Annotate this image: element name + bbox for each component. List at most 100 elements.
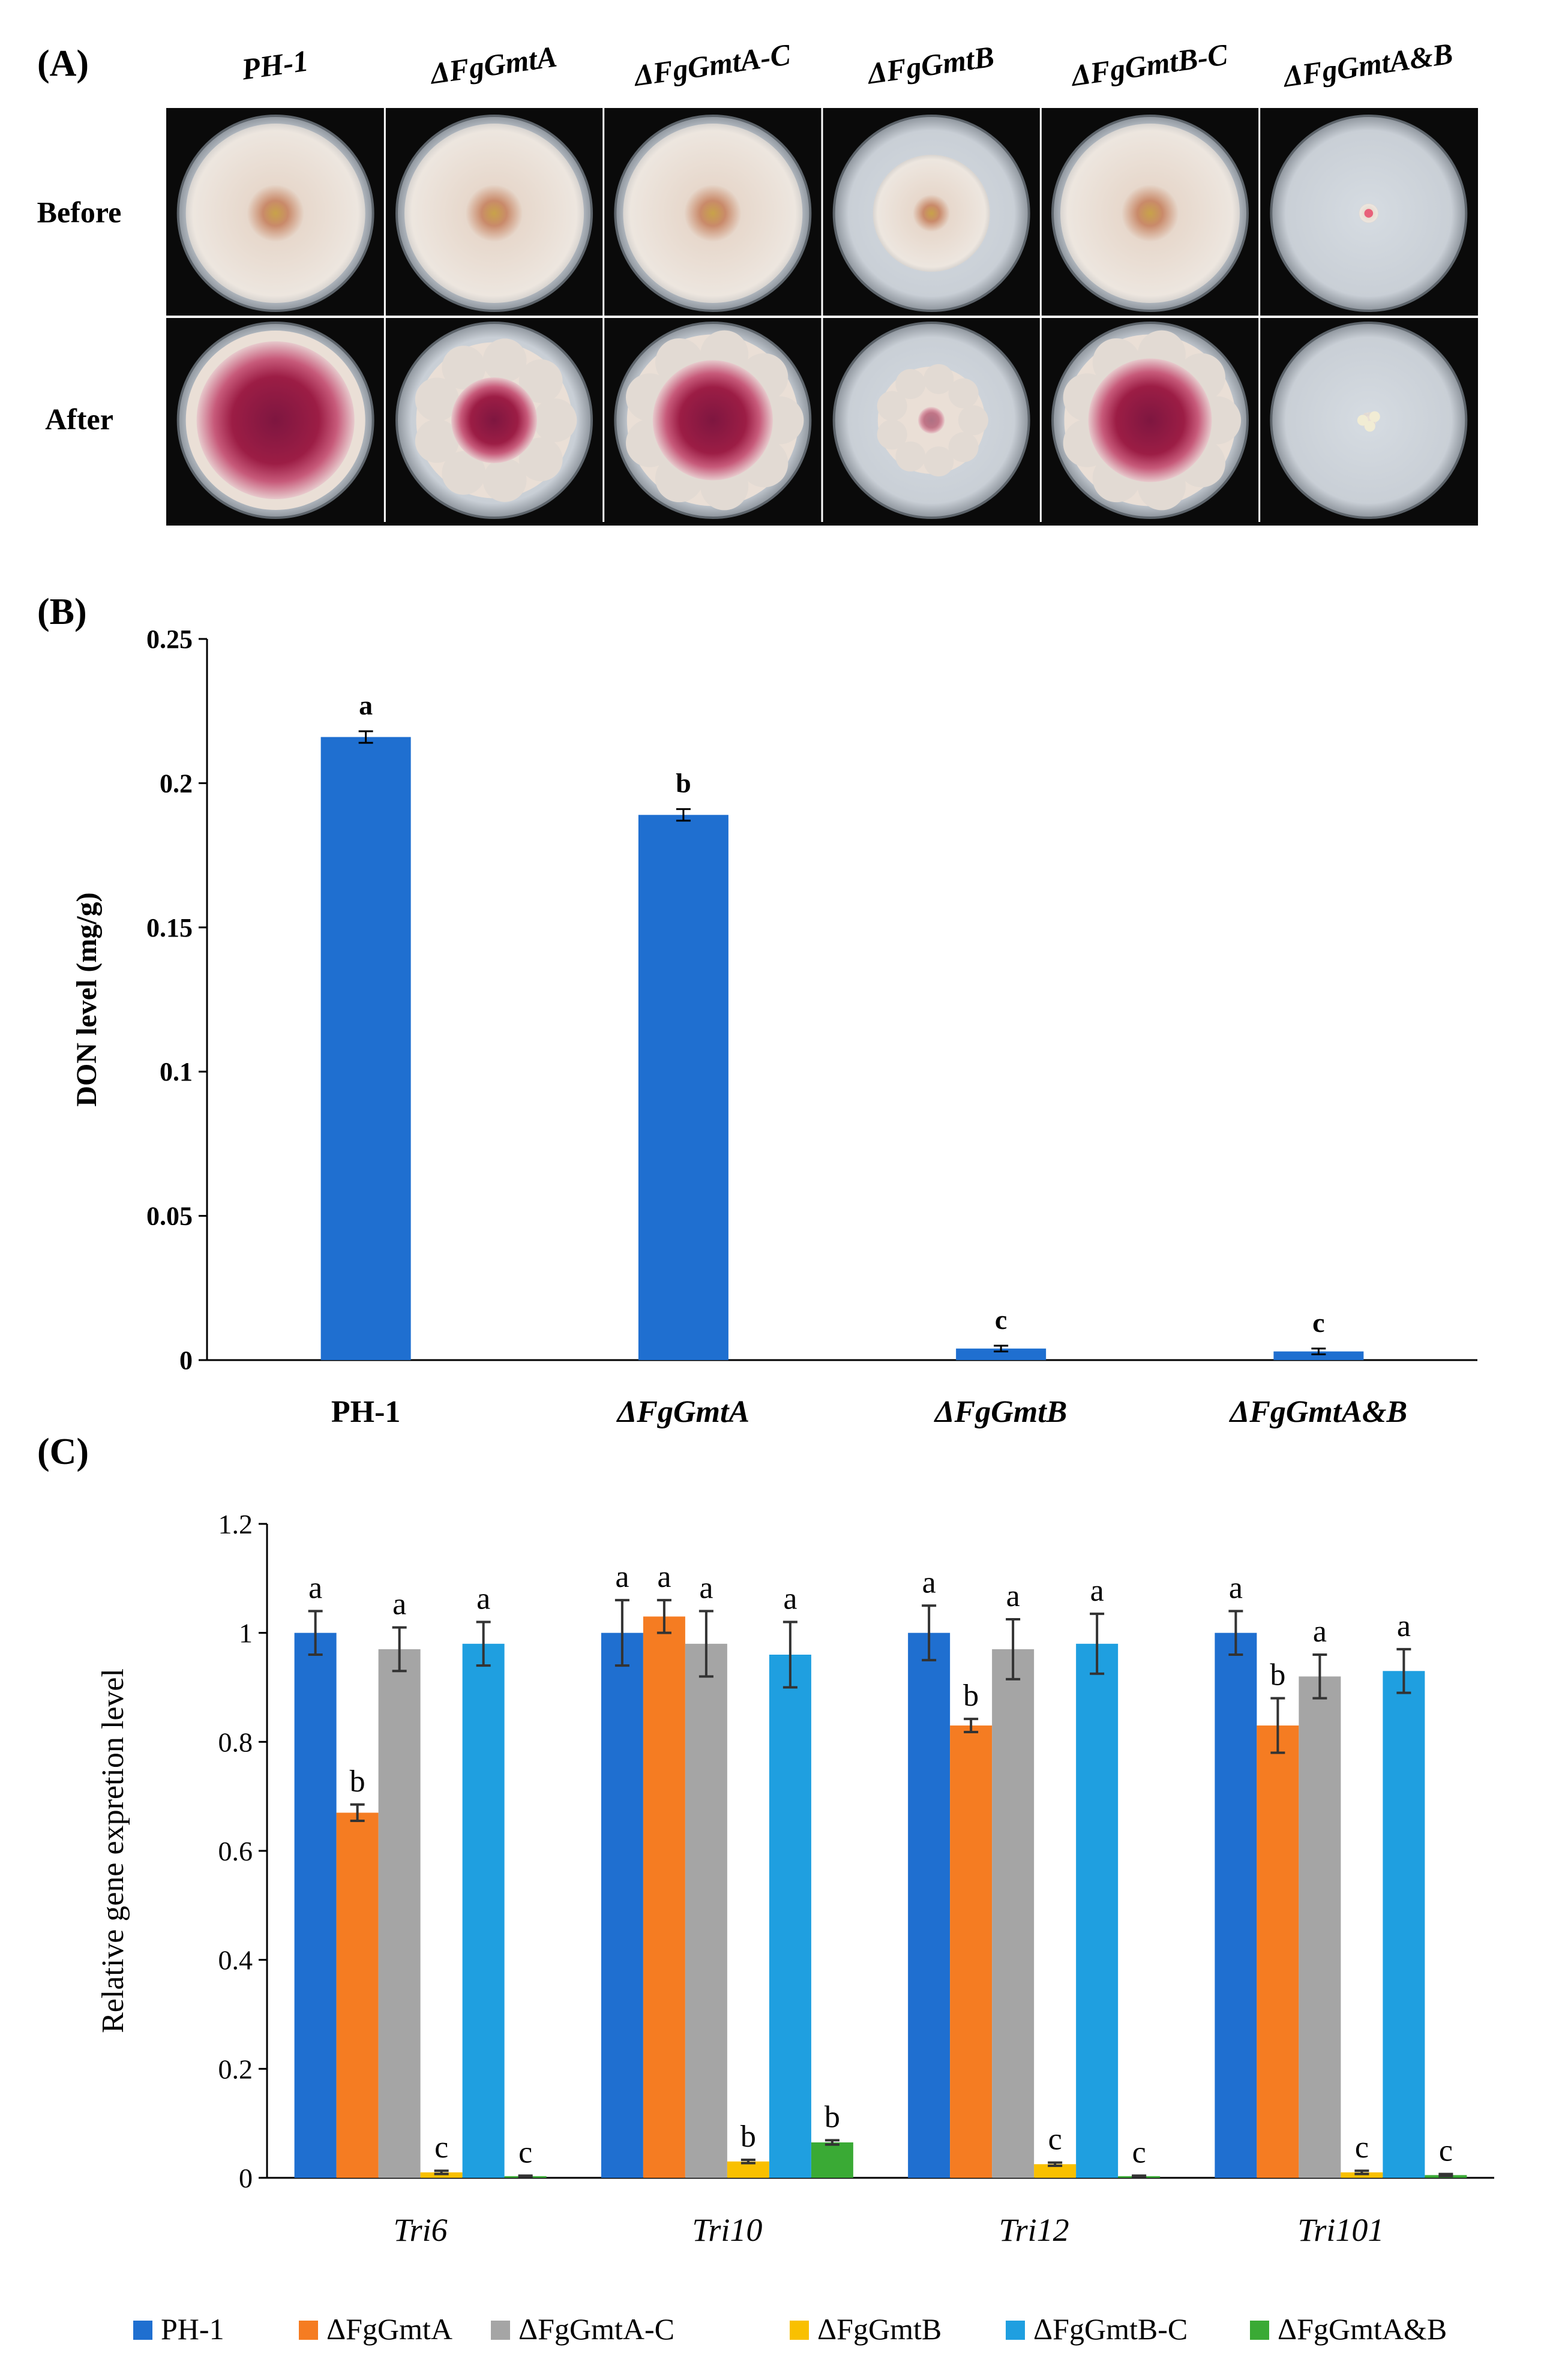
error-bar-2-4 [1090, 1612, 1105, 1675]
sig-letter-2-0: a [922, 1565, 936, 1599]
colony-center [1364, 209, 1374, 218]
error-bar-2-0 [922, 1604, 937, 1662]
sig-letter-2: c [995, 1304, 1007, 1335]
plate-0-4 [1039, 108, 1249, 315]
sig-letter-2-2: a [1006, 1579, 1020, 1613]
error-bar-3-2 [1312, 1653, 1327, 1700]
bar-1 [638, 815, 728, 1360]
y-tick-label-0: 0 [239, 2163, 253, 2193]
category-label-3: ΔFgGmtA&B [1229, 1395, 1408, 1429]
error-bar-1-2 [698, 1610, 713, 1678]
colony-sector [415, 377, 459, 422]
bar-2-0 [908, 1632, 951, 2178]
y-tick-label-0: 0 [179, 1346, 193, 1375]
colony-mycelium [185, 124, 365, 303]
bar-1-1 [643, 1616, 685, 2178]
category-label-1: ΔFgGmtA [616, 1395, 749, 1429]
sig-letter-0-4: a [476, 1582, 490, 1616]
sig-letter-0-2: a [392, 1587, 406, 1622]
legend-swatch-2 [491, 2321, 510, 2340]
colony-sector [958, 405, 988, 436]
legend-swatch-0 [133, 2321, 152, 2340]
legend-label-4: ΔFgGmtB-C [1033, 2312, 1188, 2346]
plate-1-4 [1039, 315, 1249, 522]
sig-letter-1-3: b [740, 2120, 756, 2154]
colony-sector [533, 398, 577, 442]
plate-1-1 [383, 315, 593, 522]
colony-mycelium [1060, 124, 1240, 303]
bar-3-1 [1257, 1725, 1299, 2178]
category-label-0: Tri6 [394, 2212, 448, 2248]
colony-sector [924, 446, 954, 477]
error-bar-3-1 [1270, 1697, 1285, 1754]
panel-b-label: (B) [37, 592, 87, 632]
colony-pigment [652, 360, 773, 481]
sig-letter-0-3: c [434, 2130, 448, 2165]
y-tick-label-4: 0.8 [218, 1727, 253, 1757]
y-axis-title: DON level (mg/g) [71, 892, 103, 1106]
error-bar-0-3 [434, 2169, 449, 2175]
category-label-3: Tri101 [1297, 2212, 1384, 2248]
colony-sector [948, 378, 979, 409]
plate-1-2 [602, 315, 812, 522]
colony-sector [442, 346, 486, 390]
colony-sector [895, 369, 926, 400]
y-tick-label-1: 0.05 [146, 1202, 193, 1231]
strain-label-5: ΔFgGmtA&B [1280, 37, 1455, 94]
colony-pigment [1088, 358, 1212, 482]
sig-letter-0-1: b [350, 1764, 365, 1799]
error-bar-2-5 [1132, 2174, 1147, 2178]
panel-b-chart: 0 0.05 0.1 0.15 0.2 0.25 DON level (mg/g) a PH-1… [71, 625, 1477, 1429]
strain-label-3: ΔFgGmtB [864, 40, 996, 91]
legend-swatch-4 [1006, 2321, 1025, 2340]
error-bar-1-3 [740, 2159, 755, 2165]
legend-label-0: PH-1 [161, 2312, 224, 2346]
sig-letter-1-0: a [615, 1560, 629, 1594]
error-bar-2 [994, 1344, 1009, 1353]
bar-0-0 [294, 1632, 337, 2178]
colony-sector [518, 359, 563, 403]
y-tick-label-1: 0.2 [218, 2054, 253, 2084]
y-tick-label-3: 0.15 [146, 913, 193, 943]
sig-letter-1-4: a [783, 1582, 797, 1616]
colony-sector [518, 437, 563, 482]
sig-letter-2-3: c [1048, 2123, 1062, 2157]
plate-0-1 [383, 108, 593, 315]
error-bar-2-1 [964, 1718, 979, 1733]
sig-letter-0-5: c [518, 2135, 532, 2169]
plate-0-3 [821, 108, 1030, 315]
colony-mycelium [623, 124, 803, 303]
colony-sector [924, 364, 954, 394]
error-bar-1-0 [614, 1599, 629, 1667]
y-tick-label-2: 0.1 [160, 1057, 193, 1087]
colony-sector [482, 458, 527, 502]
legend-swatch-3 [790, 2321, 809, 2340]
error-bar-3 [1311, 1347, 1326, 1355]
legend-swatch-1 [299, 2321, 318, 2340]
legend-swatch-5 [1250, 2321, 1269, 2340]
error-bar-3-4 [1396, 1647, 1411, 1694]
category-label-2: ΔFgGmtB [934, 1395, 1067, 1429]
colony-dot-2 [1364, 421, 1375, 432]
bar-0 [320, 737, 411, 1360]
sig-letter-2-5: c [1132, 2135, 1146, 2169]
error-bar-0-0 [308, 1610, 323, 1656]
y-tick-label-5: 1 [239, 1618, 253, 1649]
bar-1-2 [685, 1643, 727, 2178]
plate-1-5 [1258, 315, 1468, 522]
bar-2-1 [950, 1725, 993, 2178]
panel-c-label: (C) [37, 1431, 89, 1472]
y-tick-label-4: 0.2 [160, 769, 193, 798]
plate-1-3 [821, 315, 1030, 522]
sig-letter-3-2: a [1313, 1614, 1327, 1649]
panel-c-chart: 0 0.2 0.4 0.6 0.8 1 1.2 Relative gene expretion… [96, 1509, 1494, 2248]
bar-1-5 [811, 2142, 853, 2178]
panel-a-photo-grid [166, 108, 1478, 526]
plate-0-2 [602, 108, 812, 315]
sig-letter-1-1: a [657, 1560, 671, 1594]
sig-letter-0-0: a [308, 1571, 322, 1605]
bar-1-0 [601, 1632, 643, 2178]
y-tick-label-5: 0.25 [146, 625, 193, 654]
error-bar-0-4 [476, 1620, 491, 1667]
